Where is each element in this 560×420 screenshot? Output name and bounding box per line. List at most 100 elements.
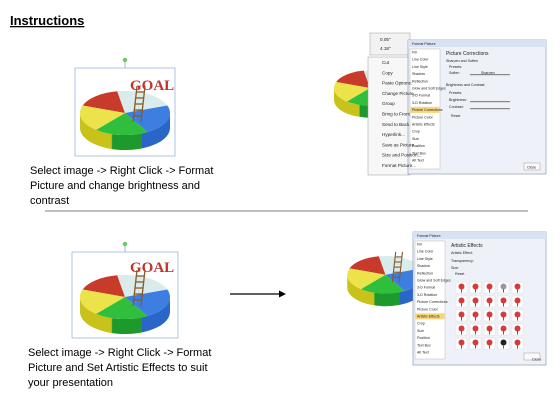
list-item: 3-D Rotation [412,101,432,105]
effect-flower [472,325,479,332]
list-item: Reflection [412,79,428,83]
effect-stem [461,331,462,335]
menu-item: Cut [382,60,390,65]
effect-flower [486,283,493,290]
effect-flower [458,311,465,318]
close-button: Close [532,358,541,362]
effect-flower [486,311,493,318]
dialog-title: Format Picture [412,42,436,46]
effect-stem [503,317,504,321]
field-label: Reset [455,272,464,276]
effect-stem [517,345,518,349]
effect-flower [472,297,479,304]
list-item: Crop [417,322,425,326]
field-label: Brightness: [449,98,467,102]
caption-line: Select image -> Right Click -> Format [30,165,213,177]
list-item: Glow and Soft Edges [412,87,446,91]
field-label: Size: [451,266,459,270]
caption-line: Picture and change brightness and [30,180,200,192]
effect-flower [514,311,521,318]
chart-image: GOAL [74,57,176,157]
effect-stem [517,289,518,293]
effect-flower [472,311,479,318]
effect-flower [514,283,521,290]
chart-image: GOAL [71,241,179,339]
list-item: Crop [412,130,420,134]
close-button: Close [527,166,536,170]
effect-stem [517,317,518,321]
effect-stem [461,303,462,307]
arrow [230,290,286,298]
caption: Select image -> Right Click -> Format Pic… [30,165,213,207]
field-label: Presets: [449,65,462,69]
effect-flower [458,283,465,290]
menu-item: Copy [382,70,393,75]
menu-item: Change Picture... [382,91,418,96]
caption-line: Select image -> Right Click -> Format [28,347,211,359]
list-item: Picture Color [417,307,439,311]
list-item: Alt Text [412,159,424,163]
list-item: Fill [412,51,417,55]
effect-flower [486,339,493,346]
caption-line: Picture and Set Artistic Effects to suit [28,362,208,374]
list-item: Shadow [417,264,430,268]
field-label: Reset [451,114,460,118]
field-label: Brightness and Contrast [446,83,485,87]
list-item: Picture Corrections [417,300,448,304]
image-label: GOAL [130,78,174,94]
effect-stem [503,345,504,349]
effect-stem [475,317,476,321]
list-item: 3-D Format [417,286,435,290]
effect-flower [514,325,521,332]
image-label: GOAL [130,260,174,276]
list-item: Line Color [417,250,434,254]
effect-stem [517,303,518,307]
effect-flower [472,283,479,290]
title: Instructions [10,13,84,28]
screenshot-text: Format Picture Fill Line Color Line Style Sh… [415,234,541,362]
list-highlight [415,313,445,320]
list-item: Position [417,336,430,340]
effect-flower [472,339,479,346]
effect-stem [461,317,462,321]
list-item: Shadow [412,72,425,76]
list-item: Size [412,137,419,141]
effect-flower [486,325,493,332]
list-item: Reflection [417,271,433,275]
dialog-title: Format Picture [417,234,441,238]
effect-flower [458,325,465,332]
menu-item: Hyperlink... [382,132,405,137]
toolbar-value: 4.18" [380,46,391,51]
effect-flower [500,311,507,318]
caption-line: your presentation [28,377,113,389]
effect-stem [461,345,462,349]
menu-item: Send to Back [382,122,410,127]
effect-flower [500,297,507,304]
dialog-heading: Artistic Effects [451,243,483,249]
list-item: Picture Corrections [412,108,443,112]
effect-stem [475,331,476,335]
list-item: Alt Text [417,351,429,355]
field-label: Sharpen [481,71,495,75]
list-item: Text Box [417,343,431,347]
effect-flower [514,297,521,304]
menu-item: Paste Options: [382,81,412,86]
effect-stem [489,345,490,349]
effect-stem [489,289,490,293]
list-highlight [410,106,440,113]
list-item: Line Style [412,65,428,69]
list-item: Picture Color [412,115,434,119]
effect-stem [489,317,490,321]
effect-flower [486,297,493,304]
field-label: Contrast: [449,105,464,109]
menu-item: Format Picture... [382,163,416,168]
list-item: Line Color [412,58,429,62]
effect-stem [489,331,490,335]
list-item: 3-D Rotation [417,293,437,297]
effect-stem [503,331,504,335]
list-item: Line Style [417,257,433,261]
effect-stem [489,303,490,307]
effect-flower [514,339,521,346]
field-label: Sharpen and Soften [446,59,478,63]
